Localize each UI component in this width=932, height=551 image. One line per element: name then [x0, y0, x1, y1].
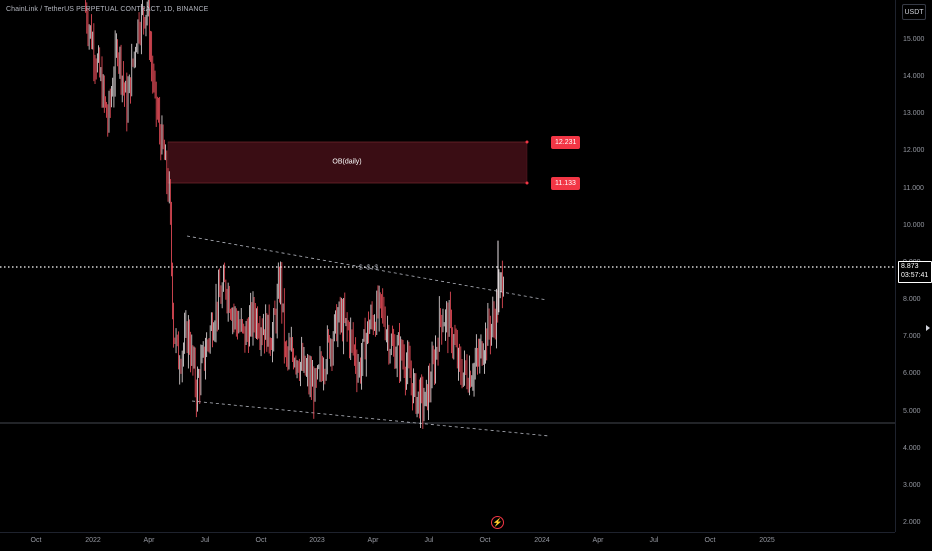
flash-icon[interactable]: ⚡	[491, 516, 504, 529]
time-tick-label: Apr	[143, 537, 155, 544]
candles-group	[85, 0, 504, 429]
time-tick-label: Apr	[592, 537, 604, 544]
price-tick-label: 2.000	[903, 518, 921, 526]
currency-button[interactable]: USDT	[902, 4, 926, 20]
price-tick-label: 15.000	[903, 36, 925, 43]
price-tick-label: 8.000	[903, 296, 921, 304]
order-block-top-handle[interactable]	[525, 140, 529, 144]
price-tick-label: 11.000	[903, 184, 924, 192]
time-tick-label: 2024	[534, 537, 550, 544]
last-price-label: 8.873 03:57:41	[898, 261, 932, 283]
time-tick-label: Oct	[479, 537, 491, 544]
time-tick-label: Jul	[649, 537, 659, 544]
time-tick-label: Jul	[424, 537, 434, 544]
time-tick-label: 2023	[309, 537, 325, 544]
upper-trendline[interactable]	[186, 235, 548, 301]
time-tick-label: Apr	[367, 537, 379, 544]
time-tick-label: Jul	[200, 537, 210, 544]
price-tick-label: 12.000	[903, 147, 925, 155]
cursor-arrow-icon	[926, 325, 930, 331]
symbol-title[interactable]: ChainLink / TetherUS PERPETUAL CONTRACT,…	[6, 6, 209, 13]
last-price-value: 8.873	[901, 263, 919, 270]
chart-plot-area[interactable]	[0, 0, 895, 532]
time-tick-label: Oct	[255, 537, 267, 544]
order-block-zone[interactable]	[167, 141, 528, 184]
time-tick-label: Oct	[30, 537, 42, 544]
price-tick-label: 6.000	[903, 370, 921, 378]
price-tick-label: 10.000	[903, 221, 925, 229]
time-axis[interactable]	[0, 532, 895, 551]
ssl-label: $ $ $	[358, 264, 380, 272]
time-tick-label: Oct	[704, 537, 716, 544]
price-tick-label: 7.000	[903, 333, 921, 341]
ob-top-price-badge: 12.231	[551, 136, 581, 149]
time-tick-label: 2022	[85, 537, 101, 544]
order-block-label: OB(daily)	[332, 158, 362, 166]
time-tick-label: 2025	[759, 537, 775, 544]
price-tick-label: 3.000	[903, 481, 921, 489]
price-tick-label: 5.000	[903, 407, 921, 415]
order-block-bottom-handle[interactable]	[525, 181, 529, 185]
bar-countdown: 03:57:41	[901, 272, 929, 279]
price-tick-label: 13.000	[903, 110, 925, 118]
ob-bottom-price-badge: 11.133	[551, 177, 580, 190]
price-tick-label: 14.000	[903, 73, 925, 81]
price-tick-label: 4.000	[903, 444, 921, 452]
